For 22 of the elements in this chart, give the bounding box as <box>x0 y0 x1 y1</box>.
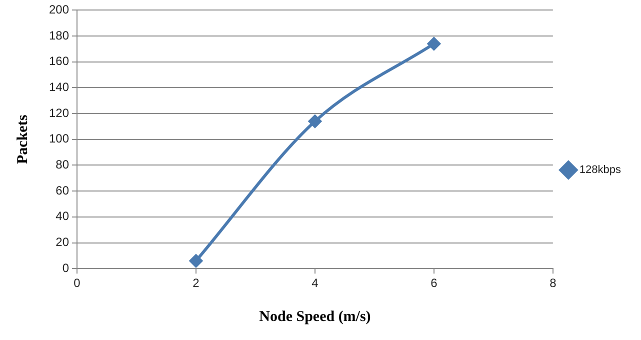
y-tick-label: 140 <box>48 80 70 94</box>
y-tick-label: 100 <box>48 132 70 146</box>
y-axis-title: Packets <box>14 114 31 164</box>
y-tick-label: 180 <box>48 28 70 42</box>
y-tick-label: 80 <box>56 158 70 172</box>
legend-label: 128kbps <box>579 164 622 176</box>
x-tick-label: 2 <box>192 276 200 290</box>
point <box>189 254 202 268</box>
point <box>427 37 440 50</box>
x-axis-title: Node Speed (m/s) <box>259 308 371 325</box>
y-tick-label: 160 <box>48 54 70 68</box>
x-tick-label: 6 <box>430 276 438 290</box>
y-tick-label: 120 <box>48 106 70 120</box>
x-tick-label: 0 <box>74 276 81 290</box>
x-tick-label: 8 <box>550 276 557 290</box>
y-tick-label: 20 <box>56 235 70 250</box>
y-tick-label: 0 <box>62 260 70 275</box>
x-tick-label: 4 <box>312 276 319 290</box>
y-tick-label: 200 <box>48 2 70 17</box>
y-tick-label: 40 <box>56 209 70 224</box>
y-tick-label: 60 <box>56 183 70 198</box>
point <box>308 114 322 128</box>
